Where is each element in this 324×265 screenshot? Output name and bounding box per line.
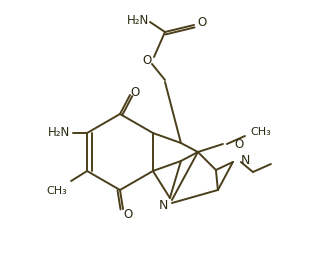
Text: CH₃: CH₃ (47, 186, 67, 196)
Text: N: N (241, 153, 250, 166)
Text: O: O (123, 207, 133, 220)
Text: N: N (159, 198, 168, 211)
Text: H₂N: H₂N (127, 14, 149, 26)
Text: O: O (130, 86, 140, 99)
Text: CH₃: CH₃ (250, 127, 271, 137)
Text: H₂N: H₂N (48, 126, 70, 139)
Text: O: O (234, 138, 244, 151)
Text: O: O (142, 54, 152, 67)
Text: O: O (197, 15, 207, 29)
